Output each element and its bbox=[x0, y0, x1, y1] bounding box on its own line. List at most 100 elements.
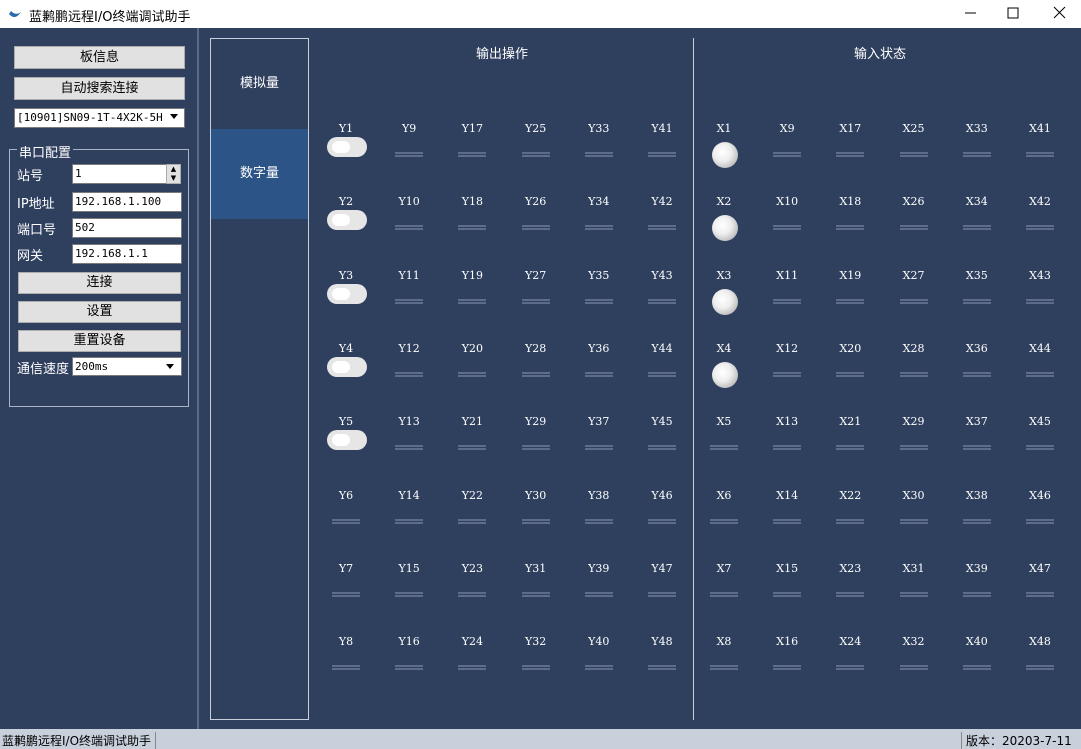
button[interactable]: 连接 bbox=[18, 272, 181, 294]
io-indicator bbox=[836, 371, 865, 377]
io-label: Y37 bbox=[588, 415, 610, 429]
text-field[interactable]: 502 bbox=[72, 218, 182, 238]
io-indicator bbox=[1026, 665, 1054, 671]
output-toggle[interactable] bbox=[327, 430, 367, 451]
io-indicator bbox=[395, 591, 424, 597]
io-label: Y1 bbox=[338, 122, 354, 135]
io-indicator bbox=[899, 298, 928, 304]
io-label: Y32 bbox=[524, 635, 547, 649]
io-indicator bbox=[962, 298, 991, 304]
output-toggle[interactable] bbox=[327, 137, 367, 157]
io-indicator bbox=[836, 225, 865, 231]
button[interactable]: 设置 bbox=[18, 301, 181, 323]
io-indicator bbox=[962, 225, 991, 231]
io-indicator bbox=[584, 665, 613, 671]
io-indicator bbox=[836, 445, 865, 451]
io-label: X33 bbox=[965, 122, 988, 135]
io-indicator bbox=[521, 665, 550, 671]
io-label: X9 bbox=[779, 122, 795, 135]
io-label: Y34 bbox=[588, 195, 610, 209]
io-label: Y6 bbox=[338, 488, 354, 502]
io-label: Y15 bbox=[398, 561, 420, 575]
io-indicator bbox=[458, 298, 487, 304]
io-label: X25 bbox=[902, 122, 925, 135]
speed-select[interactable]: 200ms bbox=[72, 357, 182, 376]
io-indicator bbox=[1026, 518, 1054, 524]
text-field[interactable]: 192.168.1.1 bbox=[72, 244, 182, 264]
spinner[interactable]: ▲ ▼ bbox=[166, 164, 181, 184]
io-label: X43 bbox=[1029, 268, 1051, 282]
io-label: X37 bbox=[965, 415, 988, 429]
io-label: X31 bbox=[902, 561, 925, 575]
button[interactable]: 自动搜索连接 bbox=[14, 77, 185, 100]
io-label: X27 bbox=[902, 268, 925, 282]
text-field[interactable]: 1 bbox=[72, 164, 168, 184]
io-label: X3 bbox=[716, 268, 732, 282]
status-app: 蓝鹣鹏远程I/O终端调试助手 bbox=[2, 732, 157, 749]
io-label: X29 bbox=[902, 415, 925, 429]
dropdown-arrow[interactable] bbox=[166, 364, 174, 369]
io-label: Y39 bbox=[588, 561, 610, 575]
text-field[interactable]: 192.168.1.100 bbox=[72, 192, 182, 212]
title-bar: 蓝鹣鹏远程I/O终端调试助手 bbox=[0, 0, 1081, 28]
io-indicator bbox=[899, 371, 928, 377]
device-select[interactable]: [10901]SN09-1T-4X2K-5H bbox=[14, 108, 185, 128]
io-label: X6 bbox=[716, 488, 732, 502]
io-indicator bbox=[836, 518, 865, 524]
io-label: X46 bbox=[1029, 488, 1051, 502]
io-label: X18 bbox=[839, 195, 862, 209]
io-indicator bbox=[521, 445, 550, 451]
output-toggle[interactable] bbox=[327, 210, 367, 231]
io-indicator bbox=[773, 518, 802, 524]
output-toggle[interactable] bbox=[327, 283, 367, 304]
io-label: Y14 bbox=[398, 488, 420, 502]
io-label: X14 bbox=[776, 488, 799, 502]
output-toggle[interactable] bbox=[327, 356, 367, 377]
io-label: X48 bbox=[1029, 635, 1051, 649]
io-indicator bbox=[584, 591, 613, 597]
io-label: X34 bbox=[965, 195, 988, 209]
io-indicator bbox=[395, 371, 424, 377]
tab[interactable]: 模拟量 bbox=[239, 76, 279, 91]
window-controls[interactable] bbox=[960, 0, 1081, 28]
io-indicator bbox=[332, 518, 360, 524]
io-label: X16 bbox=[776, 635, 799, 649]
io-indicator bbox=[521, 152, 550, 157]
io-indicator bbox=[710, 591, 738, 597]
io-indicator bbox=[1026, 371, 1054, 377]
io-label: X10 bbox=[776, 195, 799, 209]
io-indicator bbox=[710, 665, 738, 671]
io-indicator bbox=[584, 152, 613, 157]
group-title: 串口配置 bbox=[17, 142, 74, 161]
button[interactable]: 重置设备 bbox=[18, 330, 181, 352]
io-indicator bbox=[836, 665, 865, 671]
io-label: X7 bbox=[716, 561, 732, 575]
io-indicator bbox=[899, 591, 928, 597]
io-indicator bbox=[584, 445, 613, 451]
io-label: X39 bbox=[965, 561, 988, 575]
input-lamp bbox=[712, 361, 738, 388]
io-label: Y11 bbox=[398, 268, 420, 282]
io-indicator bbox=[773, 152, 802, 157]
io-indicator bbox=[584, 518, 613, 524]
io-indicator bbox=[962, 445, 991, 451]
io-indicator bbox=[395, 225, 424, 231]
status-bar: 蓝鹣鹏远程I/O终端调试助手 版本：20203-7-11 bbox=[0, 729, 1081, 749]
tab[interactable]: 数字量 bbox=[211, 129, 308, 219]
io-label: Y28 bbox=[524, 341, 547, 355]
io-label: X21 bbox=[839, 415, 862, 429]
io-indicator bbox=[962, 665, 991, 671]
io-label: Y26 bbox=[524, 195, 547, 209]
io-label: X12 bbox=[776, 341, 799, 355]
io-label: X35 bbox=[965, 268, 988, 282]
field-label: 通信速度 bbox=[17, 362, 70, 377]
io-indicator bbox=[773, 371, 802, 377]
io-label: X1 bbox=[716, 122, 732, 135]
io-indicator bbox=[458, 518, 487, 524]
dropdown-arrow[interactable] bbox=[170, 114, 178, 119]
button[interactable]: 板信息 bbox=[14, 46, 185, 69]
io-indicator bbox=[962, 152, 991, 157]
field-label: 网关 bbox=[17, 249, 44, 264]
io-label: Y3 bbox=[338, 268, 354, 282]
